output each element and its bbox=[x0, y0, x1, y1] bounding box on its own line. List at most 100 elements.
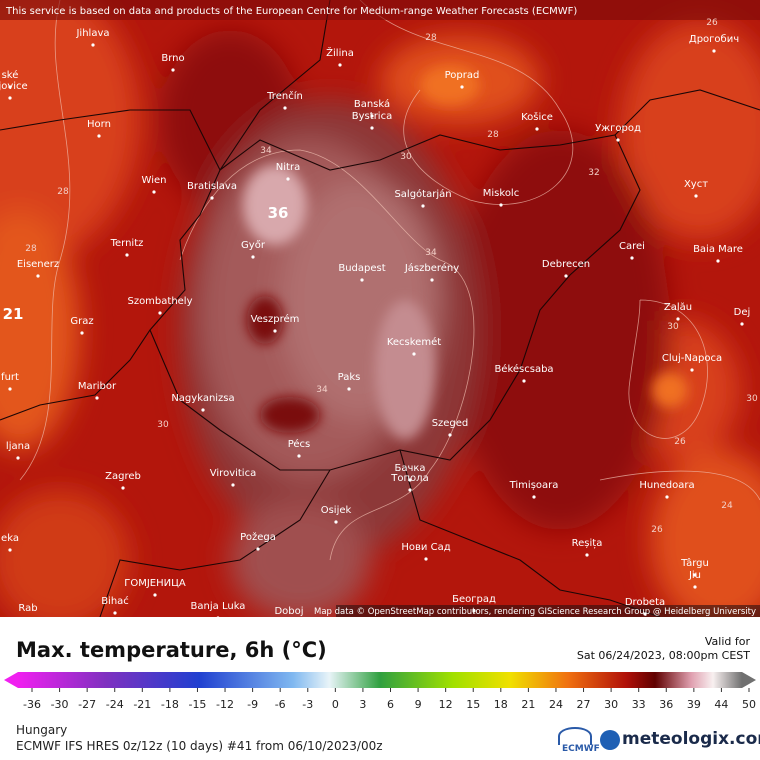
city-label: ГОМЈЕНИЦА bbox=[124, 578, 186, 589]
city-label: ské bbox=[2, 69, 19, 81]
isotherms bbox=[19, 0, 760, 561]
city-label: Ternitz bbox=[110, 238, 144, 249]
city-label: Jihlava bbox=[75, 28, 109, 39]
city-label: Bratislava bbox=[187, 181, 237, 192]
city-label: ljana bbox=[6, 441, 30, 452]
map-credit: Map data © OpenStreetMap contributors, r… bbox=[314, 607, 756, 617]
city-dot bbox=[97, 134, 101, 138]
credit-bg bbox=[336, 605, 760, 617]
city-dot bbox=[408, 488, 412, 492]
city-label: Eisenerz bbox=[17, 259, 59, 270]
scale-label: 0 bbox=[332, 698, 339, 711]
city-label: Graz bbox=[70, 316, 93, 327]
contour-label: 30 bbox=[667, 322, 679, 332]
city-dot bbox=[430, 278, 434, 282]
city-dot bbox=[693, 585, 697, 589]
city-dot bbox=[16, 456, 20, 460]
city-dot bbox=[408, 478, 412, 482]
city-label: Zalău bbox=[664, 302, 692, 313]
color-scale: -36 -30 -27 -24 -21 -18 -15 -12 -9 -6 -3 0 3 6 9 12 15 18… bbox=[4, 672, 756, 711]
city-dot bbox=[152, 190, 156, 194]
city-label: Pécs bbox=[288, 438, 311, 450]
city-label: Horn bbox=[87, 119, 111, 130]
city-dot bbox=[210, 196, 214, 200]
contour-label: 34 bbox=[425, 248, 437, 258]
city-dot bbox=[125, 253, 129, 257]
city-dot bbox=[171, 68, 175, 72]
city-dot bbox=[424, 557, 428, 561]
scale-label: -12 bbox=[216, 698, 234, 711]
city-label: Paks bbox=[338, 372, 361, 383]
city-dot bbox=[256, 547, 260, 551]
city-dot bbox=[360, 278, 364, 282]
brand: meteologix.com bbox=[622, 729, 760, 749]
valid-time: Sat 06/24/2023, 08:00pm CEST bbox=[576, 649, 750, 662]
city-dot bbox=[370, 114, 374, 118]
warm-spot bbox=[243, 165, 307, 245]
city-dot bbox=[113, 611, 117, 615]
city-label: ějovice bbox=[0, 80, 28, 92]
brand-logo bbox=[600, 730, 620, 750]
city-dot bbox=[273, 329, 277, 333]
city-label: Maribor bbox=[78, 381, 117, 392]
scale-label: 3 bbox=[359, 698, 366, 711]
city-dot bbox=[286, 177, 290, 181]
city-dot bbox=[338, 63, 342, 67]
city-label: furt bbox=[1, 372, 19, 383]
city-dot bbox=[216, 616, 220, 617]
city-dot bbox=[472, 609, 476, 613]
city-dot bbox=[412, 352, 416, 356]
scale-label: -18 bbox=[161, 698, 179, 711]
city-dot bbox=[347, 387, 351, 391]
city-label: Ужгород bbox=[595, 123, 641, 134]
scale-label: -24 bbox=[106, 698, 124, 711]
scale-bar bbox=[18, 672, 742, 688]
valid-label: Valid for bbox=[704, 635, 750, 648]
city-label: Топола bbox=[390, 473, 428, 484]
scale-label: 44 bbox=[714, 698, 728, 711]
attribution-banner: This service is based on data and produc… bbox=[5, 6, 577, 17]
city-dot bbox=[643, 612, 647, 616]
city-dot bbox=[158, 311, 162, 315]
city-dot bbox=[676, 317, 680, 321]
contour-label: 34 bbox=[260, 146, 272, 156]
ecmwf-label: ECMWF bbox=[562, 744, 600, 754]
city-label: Drobeta bbox=[625, 597, 665, 608]
contour-label: 28 bbox=[425, 33, 437, 43]
scale-label: -15 bbox=[188, 698, 206, 711]
map: This service is based on data and produc… bbox=[0, 0, 760, 617]
city-dot bbox=[153, 593, 157, 597]
contour-label: 26 bbox=[706, 18, 718, 28]
banner-bg bbox=[0, 0, 760, 20]
city-dot bbox=[231, 483, 235, 487]
city-label: Banská bbox=[354, 98, 390, 110]
city-dot bbox=[8, 387, 12, 391]
city-dot bbox=[8, 548, 12, 552]
city-dot bbox=[535, 127, 539, 131]
city-dot bbox=[8, 96, 12, 100]
city-dot bbox=[95, 396, 99, 400]
hot-spot bbox=[652, 372, 688, 408]
city-label: Bystrica bbox=[352, 111, 392, 122]
city-dot bbox=[630, 256, 634, 260]
city-label: Reșița bbox=[572, 538, 603, 549]
scale-label: -21 bbox=[133, 698, 151, 711]
city-label: Carei bbox=[619, 241, 645, 252]
borders bbox=[0, 0, 760, 617]
city-label: Хуст bbox=[684, 179, 708, 190]
city-label: Jiu bbox=[688, 570, 701, 581]
city-dot bbox=[522, 379, 526, 383]
city-dot bbox=[80, 331, 84, 335]
city-label: Дрогобич bbox=[689, 34, 739, 45]
city-label: Osijek bbox=[321, 505, 352, 516]
scale-label: 6 bbox=[387, 698, 394, 711]
scale-label: 27 bbox=[577, 698, 591, 711]
model-info: ECMWF IFS HRES 0z/12z (10 days) #41 from… bbox=[16, 739, 383, 753]
city-label: Nagykanizsa bbox=[171, 393, 234, 404]
city-dot bbox=[585, 553, 589, 557]
scale-label: 30 bbox=[604, 698, 618, 711]
city-label: Szombathely bbox=[127, 296, 192, 307]
scale-label: -30 bbox=[51, 698, 69, 711]
city-dot bbox=[448, 433, 452, 437]
contour-label: 34 bbox=[316, 385, 328, 395]
